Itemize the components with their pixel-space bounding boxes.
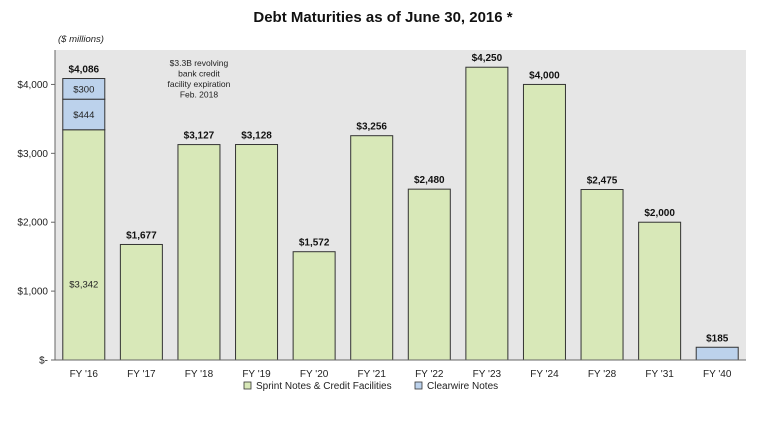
bar-total-label: $2,480 — [414, 175, 445, 186]
bar-group: $1,677 — [119, 230, 163, 361]
x-tick-label: FY '40 — [703, 369, 732, 380]
bar — [292, 251, 336, 361]
segment-label: $300 — [73, 84, 94, 95]
legend-swatch — [243, 381, 252, 390]
bar — [407, 188, 451, 361]
bar-total-label: $1,677 — [126, 230, 157, 241]
y-tick-label: $4,000 — [17, 80, 48, 91]
legend-swatch — [414, 381, 423, 390]
bars-group: $3,342 $444 $300 $4,086 $1,677 $3,127 $3,128 $1… — [62, 53, 739, 361]
bar-total-label: $1,572 — [299, 238, 330, 249]
bar — [638, 221, 682, 361]
x-tick-label: FY '22 — [415, 369, 444, 380]
bar-group: $2,475 — [580, 176, 624, 361]
x-tick-label: FY '23 — [473, 369, 502, 380]
y-tick-label: $- — [39, 356, 48, 367]
bar-total-label: $2,475 — [587, 176, 618, 187]
bar-group: $3,127 — [177, 131, 221, 361]
plot-area — [55, 50, 746, 360]
x-tick-label: FY '31 — [645, 369, 674, 380]
bar-group: $4,000 — [522, 70, 566, 361]
legend-entry: Clearwire Notes — [427, 381, 498, 392]
legend: Sprint Notes & Credit Facilities Clearwir… — [243, 381, 498, 392]
bar — [522, 83, 566, 361]
x-tick-label: FY '18 — [185, 369, 214, 380]
bar-total-label: $3,256 — [356, 122, 387, 133]
x-axis: FY '16 FY '17 FY '18 FY '19 FY '20 FY '21 FY '… — [55, 359, 746, 380]
bar-group: $2,480 — [407, 175, 451, 361]
bar-total-label: $2,000 — [644, 208, 675, 219]
bar — [177, 144, 221, 361]
segment-label: $444 — [73, 110, 94, 121]
bar — [119, 243, 163, 361]
bar-group: $3,342 $444 $300 $4,086 — [62, 65, 106, 361]
bar — [235, 144, 279, 361]
bar — [695, 346, 739, 361]
bar-total-label: $3,127 — [184, 131, 215, 142]
segment-label: $3,342 — [69, 280, 98, 291]
bar-total-label: $3,128 — [241, 131, 272, 142]
bar-segment — [62, 78, 106, 100]
bar — [350, 135, 394, 361]
x-tick-label: FY '21 — [357, 369, 386, 380]
chart-title: Debt Maturities as of June 30, 2016 * — [253, 9, 512, 26]
y-tick-label: $1,000 — [17, 287, 48, 298]
annotation-line: Feb. 2018 — [180, 90, 219, 100]
bar-segment — [62, 129, 106, 361]
bar-group: $3,256 — [350, 122, 394, 361]
bar — [580, 189, 624, 361]
bar-total-label: $4,086 — [68, 65, 99, 76]
bar-total-label: $4,250 — [472, 53, 503, 64]
y-tick-label: $2,000 — [17, 218, 48, 229]
legend-entry: Sprint Notes & Credit Facilities — [256, 381, 392, 392]
bar-group: $4,250 — [465, 53, 509, 361]
x-tick-label: FY '19 — [242, 369, 271, 380]
bar-group: $1,572 — [292, 238, 336, 361]
bar-group: $2,000 — [638, 208, 682, 361]
annotation-line: $3.3B revolving — [170, 58, 229, 68]
bar-group: $3,128 — [235, 131, 279, 361]
y-tick-label: $3,000 — [17, 149, 48, 160]
bar-total-label: $4,000 — [529, 70, 560, 81]
x-tick-label: FY '28 — [588, 369, 617, 380]
y-axis: $- $1,000 $2,000 $3,000 $4,000 — [17, 50, 56, 367]
bar-total-label: $185 — [706, 333, 729, 344]
unit-label: ($ millions) — [58, 34, 104, 45]
bar — [465, 66, 509, 361]
x-tick-label: FY '16 — [70, 369, 99, 380]
bar-segment — [62, 98, 106, 131]
x-tick-label: FY '24 — [530, 369, 559, 380]
annotation-line: facility expiration — [168, 79, 231, 89]
x-tick-label: FY '20 — [300, 369, 329, 380]
x-tick-label: FY '17 — [127, 369, 156, 380]
annotation-line: bank credit — [178, 69, 220, 79]
